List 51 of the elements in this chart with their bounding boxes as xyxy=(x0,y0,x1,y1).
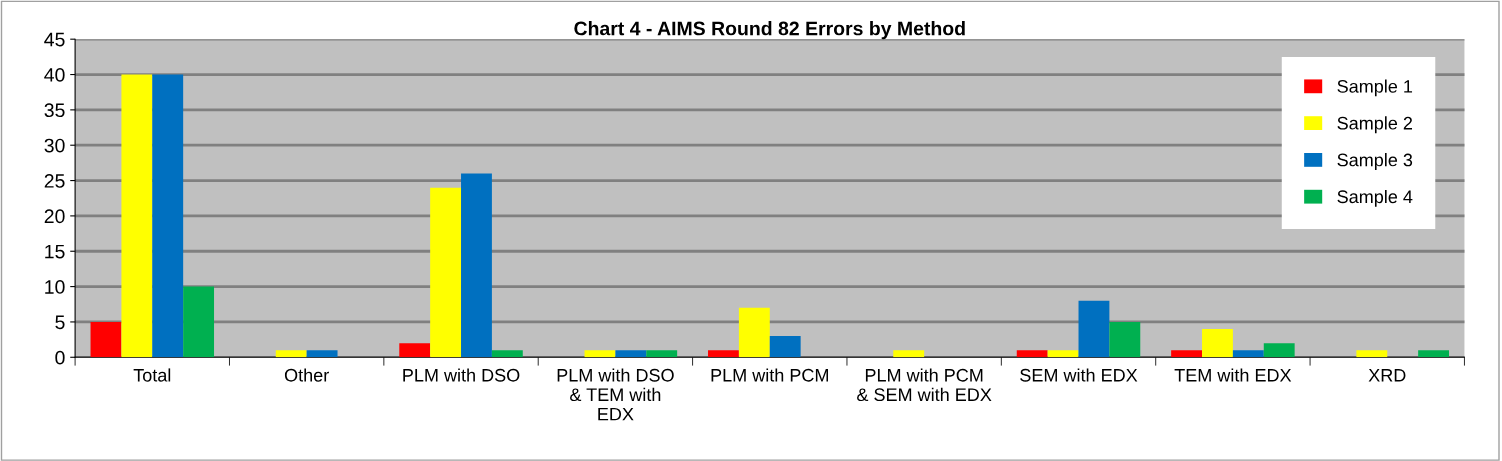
bar xyxy=(1047,350,1079,358)
y-tick-label: 25 xyxy=(44,174,65,188)
bar xyxy=(1232,350,1264,358)
bar xyxy=(90,321,122,358)
bar xyxy=(1418,350,1450,358)
legend-label: Sample 3 xyxy=(1337,153,1413,170)
y-tick-label: 5 xyxy=(55,315,65,330)
x-tick-label: XRD xyxy=(1368,369,1406,382)
bar xyxy=(1109,321,1141,358)
bar xyxy=(121,74,153,358)
y-tick-label: 20 xyxy=(44,209,65,224)
bar xyxy=(1171,350,1203,358)
y-tick-label: 35 xyxy=(44,103,65,118)
bar xyxy=(491,350,523,358)
bar xyxy=(275,350,307,358)
bar xyxy=(399,343,431,358)
bar xyxy=(1016,350,1048,358)
bar xyxy=(769,336,801,358)
y-tick-label: 0 xyxy=(55,350,65,365)
bar xyxy=(615,350,647,358)
y-tick-label: 15 xyxy=(45,244,65,259)
bar xyxy=(1356,350,1388,358)
bar xyxy=(183,286,215,358)
bar xyxy=(646,350,678,358)
y-tick-label: 10 xyxy=(45,280,65,294)
bar xyxy=(584,350,616,358)
bar xyxy=(430,187,462,358)
x-tick-label: PLM with PCM & SEM with EDX xyxy=(857,368,992,402)
bar xyxy=(893,350,925,358)
legend-label: Sample 4 xyxy=(1337,189,1413,207)
bar xyxy=(306,350,338,358)
bar xyxy=(461,173,492,358)
y-tick-label: 30 xyxy=(44,138,65,153)
bar xyxy=(152,74,184,358)
bar xyxy=(708,350,739,358)
y-tick-label: 45 xyxy=(44,32,65,47)
legend-label: Sample 2 xyxy=(1337,116,1413,134)
x-tick-label: PLM with DSO & TEM with EDX xyxy=(557,368,674,421)
bar xyxy=(1078,300,1110,358)
bar xyxy=(1263,343,1295,358)
x-tick-label: PLM with DSO xyxy=(403,368,520,382)
x-tick-label: Other xyxy=(284,368,329,382)
bar xyxy=(1202,329,1233,358)
x-tick-label: TEM with EDX xyxy=(1174,368,1292,382)
x-tick-label: PLM with PCM xyxy=(711,368,828,382)
bar xyxy=(738,307,770,358)
x-tick-label: Total xyxy=(133,368,171,382)
chart-title: Chart 4 - AIMS Round 82 Errors by Method xyxy=(574,21,965,40)
x-tick-label: SEM with EDX xyxy=(1020,368,1138,382)
legend-label: Sample 1 xyxy=(1337,79,1413,97)
y-tick-label: 40 xyxy=(44,68,65,82)
